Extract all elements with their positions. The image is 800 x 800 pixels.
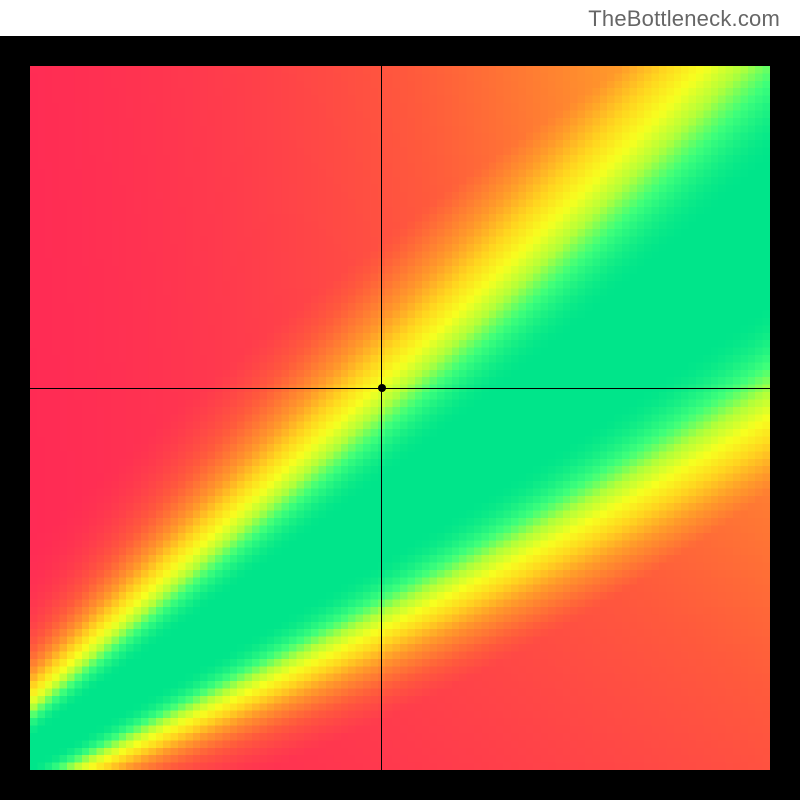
crosshair-dot — [378, 384, 386, 392]
crosshair-horizontal — [30, 388, 770, 389]
heatmap-canvas — [30, 66, 770, 770]
plot-area — [30, 66, 770, 770]
watermark: TheBottleneck.com — [588, 6, 780, 32]
crosshair-vertical — [381, 66, 382, 770]
